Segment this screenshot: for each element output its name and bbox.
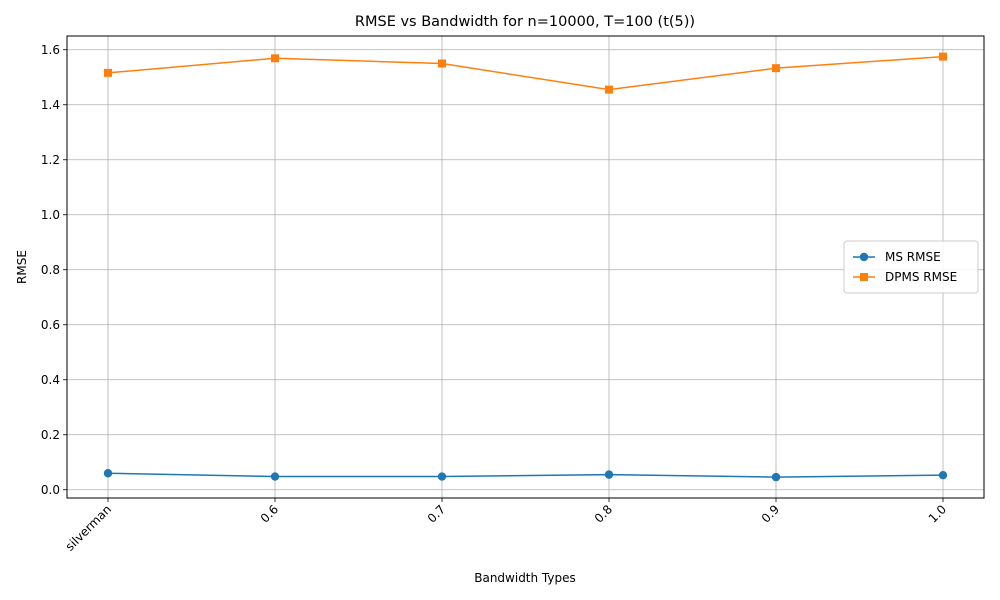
y-tick-label: 0.2 [41, 428, 60, 442]
y-tick-label: 1.4 [41, 98, 60, 112]
x-axis-title: Bandwidth Types [474, 571, 576, 585]
y-tick-label: 1.6 [41, 43, 60, 57]
data-point [605, 85, 613, 94]
data-point [437, 472, 447, 481]
data-point [771, 472, 781, 482]
plot-frame [66, 35, 985, 499]
legend-marker [860, 273, 868, 281]
y-axis-title: RMSE [15, 250, 29, 284]
chart-title: RMSE vs Bandwidth for n=10000, T=100 (t(… [355, 14, 695, 30]
y-tick-label: 0.0 [41, 483, 60, 497]
data-point [938, 470, 948, 480]
series-line-1 [107, 55, 944, 91]
y-tick-label: 1.0 [41, 208, 60, 222]
data-point [270, 472, 280, 481]
data-point [772, 64, 780, 73]
legend-marker [859, 252, 869, 262]
data-point [438, 59, 446, 68]
data-point [104, 68, 112, 77]
grid [67, 36, 984, 498]
series-layer [103, 52, 948, 482]
legend: MS RMSE DPMS RMSE [843, 240, 979, 294]
data-point [604, 470, 614, 479]
y-tick-label: 0.8 [41, 263, 60, 277]
series-line-0 [107, 472, 944, 478]
legend-label: DPMS RMSE [885, 270, 957, 284]
legend-box [843, 240, 979, 294]
data-point [939, 52, 947, 61]
y-tick-label: 1.2 [41, 153, 60, 167]
y-tick-label: 0.6 [41, 318, 60, 332]
legend-label: MS RMSE [885, 250, 941, 264]
data-point [103, 469, 113, 478]
y-tick-label: 0.4 [41, 373, 60, 387]
data-point [271, 54, 279, 63]
